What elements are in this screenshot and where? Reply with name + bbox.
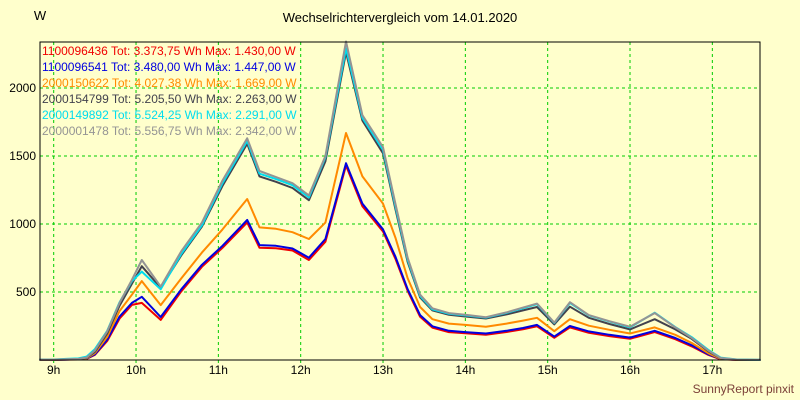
legend-row-1100096436: 1100096436 Tot: 3.373,75 Wh Max: 1.430,0… xyxy=(42,44,296,58)
y-tick-label: 1500 xyxy=(9,149,36,163)
x-tick-label: 15h xyxy=(537,363,558,377)
plot-border xyxy=(39,41,761,361)
x-tick-label: 16h xyxy=(619,363,641,377)
legend-row-2000149892: 2000149892 Tot: 5.524,25 Wh Max: 2.291,0… xyxy=(42,108,297,122)
legend: 1100096436 Tot: 3.373,75 Wh Max: 1.430,0… xyxy=(42,43,297,139)
y-tick-label: 500 xyxy=(15,285,36,299)
x-tick-label: 14h xyxy=(455,363,476,377)
series-line-2000150622 xyxy=(39,132,761,361)
x-tick-label: 13h xyxy=(373,363,394,377)
y-tick-label: 2000 xyxy=(9,81,36,95)
x-tick-label: 17h xyxy=(702,363,723,377)
x-tick-label: 12h xyxy=(290,363,311,377)
y-tick-label: 1000 xyxy=(9,217,36,231)
x-tick-label: 11h xyxy=(208,363,228,377)
x-tick-label: 10h xyxy=(126,363,147,377)
x-tick-label: 9h xyxy=(47,363,61,377)
legend-row-2000150622: 2000150622 Tot: 4.027,38 Wh Max: 1.669,0… xyxy=(42,76,297,90)
series-line-1100096541 xyxy=(39,162,761,361)
chart-title: Wechselrichtervergleich vom 14.01.2020 xyxy=(282,10,518,25)
legend-row-2000001478: 2000001478 Tot: 5.556,75 Wh Max: 2.342,0… xyxy=(42,124,297,138)
footer-credit: SunnyReport pinxit xyxy=(692,382,794,396)
legend-row-1100096541: 1100096541 Tot: 3.480,00 Wh Max: 1.447,0… xyxy=(42,60,296,74)
series-line-2000001478 xyxy=(39,40,761,361)
y-axis-unit-label: W xyxy=(33,8,47,23)
legend-row-2000154799: 2000154799 Tot: 5.205,50 Wh Max: 2.263,0… xyxy=(42,92,297,106)
